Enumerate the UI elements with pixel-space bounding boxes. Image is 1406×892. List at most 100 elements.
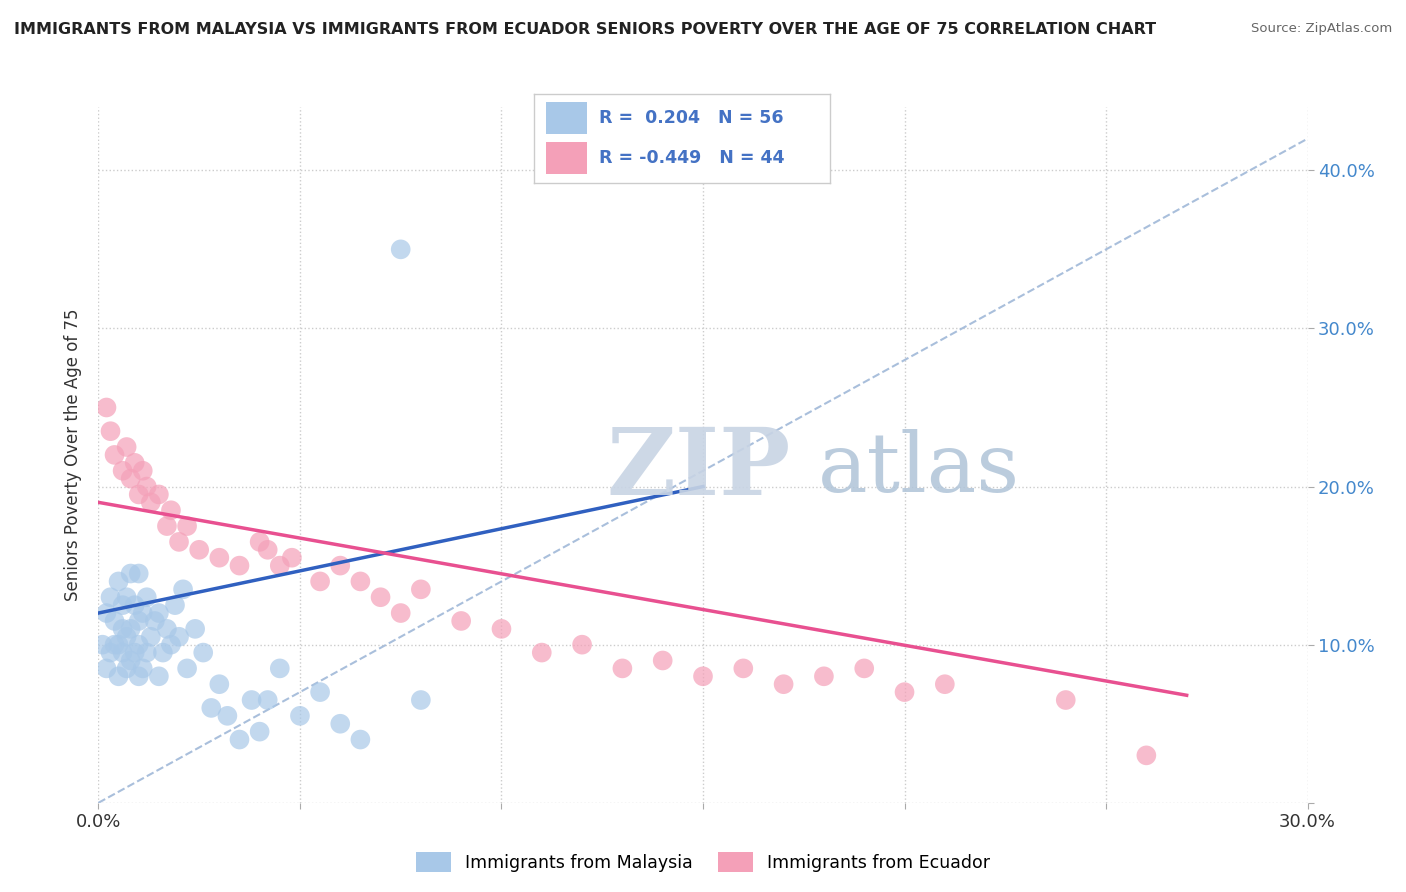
Point <box>128 638 150 652</box>
Point <box>100 424 122 438</box>
Point <box>450 614 472 628</box>
Point <box>612 661 634 675</box>
Text: IMMIGRANTS FROM MALAYSIA VS IMMIGRANTS FROM ECUADOR SENIORS POVERTY OVER THE AGE: IMMIGRANTS FROM MALAYSIA VS IMMIGRANTS F… <box>14 22 1156 37</box>
Point <box>100 591 122 605</box>
Point <box>491 622 513 636</box>
Point <box>120 653 142 667</box>
Point <box>409 582 432 597</box>
Point <box>111 646 134 660</box>
Point <box>188 542 211 557</box>
Point <box>120 566 142 581</box>
Point <box>135 591 157 605</box>
Point <box>100 646 122 660</box>
Point <box>167 630 190 644</box>
Text: R =  0.204   N = 56: R = 0.204 N = 56 <box>599 109 783 127</box>
Point <box>370 591 392 605</box>
Point <box>167 534 190 549</box>
Point <box>148 669 170 683</box>
Point <box>107 638 129 652</box>
Point <box>193 646 215 660</box>
Point <box>1054 693 1077 707</box>
Point <box>256 542 278 557</box>
Point <box>120 472 142 486</box>
Point <box>115 630 138 644</box>
Point <box>184 622 207 636</box>
Point <box>139 495 162 509</box>
Point <box>128 487 150 501</box>
Point <box>152 646 174 660</box>
Point <box>228 732 250 747</box>
Point <box>124 646 146 660</box>
Point <box>269 661 291 675</box>
Point <box>91 638 114 652</box>
Point <box>96 401 118 415</box>
Point <box>124 598 146 612</box>
Point <box>176 661 198 675</box>
Point <box>172 582 194 597</box>
Point <box>208 550 231 565</box>
Point <box>143 614 166 628</box>
Point <box>128 566 150 581</box>
Point <box>530 646 553 660</box>
Point <box>651 653 673 667</box>
Point <box>240 693 263 707</box>
Point <box>571 638 593 652</box>
Point <box>96 606 118 620</box>
Point <box>132 661 155 675</box>
Point <box>813 669 835 683</box>
Point <box>103 448 125 462</box>
FancyBboxPatch shape <box>546 102 588 134</box>
Point <box>115 591 138 605</box>
Y-axis label: Seniors Poverty Over the Age of 75: Seniors Poverty Over the Age of 75 <box>65 309 83 601</box>
Point <box>256 693 278 707</box>
Point <box>309 574 332 589</box>
Point <box>103 638 125 652</box>
Point <box>1135 748 1157 763</box>
Point <box>934 677 956 691</box>
Point <box>111 464 134 478</box>
Point <box>309 685 332 699</box>
Point <box>853 661 876 675</box>
Point <box>160 503 183 517</box>
Point <box>893 685 915 699</box>
Point <box>269 558 291 573</box>
Legend: Immigrants from Malaysia, Immigrants from Ecuador: Immigrants from Malaysia, Immigrants fro… <box>409 845 997 879</box>
Point <box>148 606 170 620</box>
Text: R = -0.449   N = 44: R = -0.449 N = 44 <box>599 149 785 167</box>
Point <box>249 534 271 549</box>
Text: ZIP: ZIP <box>606 424 790 514</box>
Point <box>163 598 186 612</box>
Text: Source: ZipAtlas.com: Source: ZipAtlas.com <box>1251 22 1392 36</box>
Point <box>389 243 412 257</box>
Point <box>349 574 371 589</box>
Point <box>132 606 155 620</box>
Point <box>139 630 162 644</box>
Point <box>249 724 271 739</box>
Point <box>160 638 183 652</box>
Point <box>349 732 371 747</box>
Point <box>288 708 311 723</box>
Point <box>115 440 138 454</box>
Point <box>208 677 231 691</box>
Text: atlas: atlas <box>818 429 1019 508</box>
Point <box>733 661 755 675</box>
Point <box>148 487 170 501</box>
Point <box>111 598 134 612</box>
Point <box>124 456 146 470</box>
Point <box>156 519 179 533</box>
Point <box>128 669 150 683</box>
Point <box>107 574 129 589</box>
Point <box>111 622 134 636</box>
Point <box>281 550 304 565</box>
Point <box>132 464 155 478</box>
Point <box>329 716 352 731</box>
Point <box>329 558 352 573</box>
Point <box>156 622 179 636</box>
Point <box>107 669 129 683</box>
Point <box>135 646 157 660</box>
Point <box>409 693 432 707</box>
Point <box>135 479 157 493</box>
Point <box>128 614 150 628</box>
Point <box>228 558 250 573</box>
Point <box>692 669 714 683</box>
